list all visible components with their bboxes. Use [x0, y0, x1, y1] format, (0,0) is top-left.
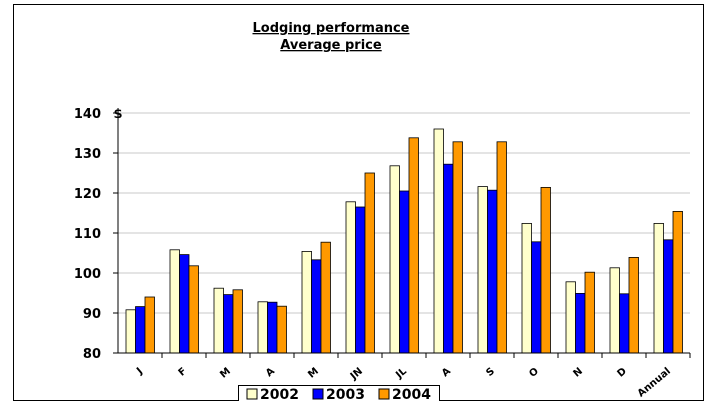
y-tick-label: 90 — [83, 307, 101, 322]
bar-2003-0 — [135, 306, 146, 354]
bar-2002-7 — [433, 128, 444, 354]
bar-2002-4 — [301, 250, 312, 354]
legend: 2002 2003 2004 — [238, 385, 440, 401]
y-tick-label: 130 — [74, 147, 101, 162]
bar-2004-11 — [628, 256, 639, 354]
bar-2004-6 — [408, 137, 419, 354]
y-axis-ticks: 80 90 100 110 120 130 140 — [74, 107, 118, 362]
bar-2004-7 — [452, 141, 463, 354]
legend-swatch-2002 — [246, 388, 258, 400]
bar-2003-8 — [487, 189, 498, 354]
legend-label-2004: 2004 — [392, 387, 431, 401]
chart-subtitle: Average price — [280, 38, 382, 53]
y-tick-label: 140 — [74, 107, 101, 122]
legend-swatch-2003 — [312, 388, 324, 400]
bar-2004-8 — [496, 141, 507, 354]
bar-2003-6 — [399, 190, 410, 354]
legend-label-2002: 2002 — [260, 387, 299, 401]
bars — [125, 128, 683, 354]
bar-2003-2 — [223, 294, 234, 354]
bar-2003-3 — [267, 301, 278, 354]
bar-2002-3 — [257, 301, 268, 354]
bar-2003-5 — [355, 206, 366, 354]
bar-2002-6 — [389, 165, 400, 354]
bar-2003-11 — [619, 293, 630, 354]
bar-2004-1 — [188, 265, 199, 354]
bar-2002-10 — [565, 281, 576, 354]
bar-2002-0 — [125, 309, 136, 354]
bar-2003-7 — [443, 163, 454, 354]
bar-2004-9 — [540, 186, 551, 354]
y-tick-label: 100 — [74, 267, 101, 282]
bar-2002-12 — [653, 222, 664, 354]
bar-2002-2 — [213, 287, 224, 354]
bar-2002-5 — [345, 201, 356, 354]
x-tick-label: J — [134, 366, 145, 377]
y-tick-label: 110 — [74, 227, 101, 242]
bar-2003-1 — [179, 254, 190, 354]
chart-title: Lodging performance — [253, 21, 410, 36]
bar-2002-11 — [609, 267, 620, 354]
y-tick-label: 80 — [83, 347, 101, 362]
bar-2004-2 — [232, 289, 243, 354]
bar-2004-5 — [364, 172, 375, 354]
bar-2003-12 — [663, 239, 674, 354]
axes — [117, 113, 690, 354]
bar-2004-3 — [276, 305, 287, 354]
legend-label-2003: 2003 — [326, 387, 365, 401]
bar-2004-4 — [320, 241, 331, 354]
bar-2002-8 — [477, 186, 488, 354]
bar-2003-10 — [575, 292, 586, 354]
bar-2004-12 — [672, 210, 683, 354]
bar-2004-0 — [144, 296, 155, 354]
bar-2003-4 — [311, 259, 322, 354]
y-tick-label: 120 — [74, 187, 101, 202]
bar-2003-9 — [531, 241, 542, 354]
bar-2002-9 — [521, 222, 532, 354]
bar-2002-1 — [169, 249, 180, 354]
legend-swatch-2004 — [378, 388, 390, 400]
bar-2004-10 — [584, 271, 595, 354]
